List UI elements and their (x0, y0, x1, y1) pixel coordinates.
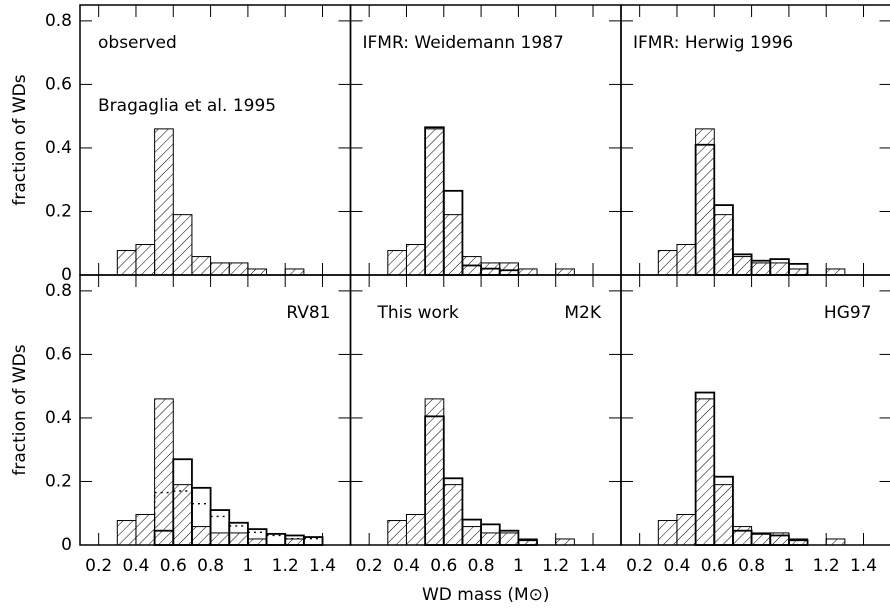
histogram-bar (265, 532, 287, 546)
histogram-bar (713, 484, 734, 546)
histogram-bar (405, 244, 426, 276)
x-tick-label: 1.4 (309, 556, 336, 576)
histogram-bar (153, 491, 174, 546)
histogram-bar (676, 514, 697, 546)
histogram-bar (480, 532, 501, 546)
x-tick-label: 0.4 (393, 556, 420, 576)
y-tick-label: 0.6 (45, 344, 72, 364)
histogram-bar (713, 214, 734, 276)
histogram-bar (172, 484, 193, 546)
x-tick-label: 0.6 (701, 556, 728, 576)
y-tick-label: 0.2 (45, 471, 72, 491)
histogram-bar (405, 514, 426, 546)
x-tick-label: 0.2 (85, 556, 112, 576)
x-tick-label: 0.2 (626, 556, 653, 576)
histogram-bar (154, 128, 174, 276)
histogram-bar (732, 256, 753, 276)
x-tick-label: 1 (242, 556, 253, 576)
histogram-bar (135, 244, 156, 276)
histogram-bar (555, 538, 575, 546)
histogram-bar (657, 520, 678, 546)
y-tick-label: 0.2 (45, 201, 72, 221)
x-tick-label: 0.6 (160, 556, 187, 576)
x-tick-label: 1.4 (850, 556, 877, 576)
histogram-bar (154, 398, 174, 546)
histogram-bar (695, 128, 715, 276)
histogram-bar (695, 398, 715, 546)
histogram-bar (461, 526, 482, 546)
y-tick-label: 0.8 (45, 11, 72, 31)
histogram-bar (247, 531, 268, 546)
y-axis-label: fraction of WDs (10, 74, 30, 205)
histogram-bar (284, 538, 305, 546)
histogram-bar (228, 532, 249, 546)
histogram-bar (302, 536, 324, 546)
histogram-bar (751, 262, 771, 276)
histogram-bar (387, 250, 407, 276)
x-tick-label: 0.8 (468, 556, 495, 576)
histogram-bar (265, 534, 286, 546)
x-tick-label: 1 (783, 556, 794, 576)
panel-label: IFMR: Weidemann 1987 (363, 33, 564, 53)
panel-frame (620, 274, 890, 546)
y-tick-label: 0 (61, 535, 72, 555)
y-tick-label: 0.8 (45, 281, 72, 301)
x-axis-label: WD mass (M⊙) (422, 585, 550, 605)
y-tick-label: 0 (61, 265, 72, 285)
histogram-bar (424, 398, 445, 546)
panel-label: IFMR: Herwig 1996 (633, 33, 793, 53)
histogram-bar (191, 526, 212, 546)
histogram-bar (825, 268, 846, 276)
histogram-bar (135, 514, 156, 546)
histogram-bar (228, 262, 249, 276)
x-tick-label: 1 (513, 556, 524, 576)
panel-label: RV81 (286, 303, 330, 323)
x-tick-label: 1.4 (579, 556, 606, 576)
panel-label: HG97 (824, 303, 872, 323)
histogram-bar (676, 244, 697, 276)
histogram-bar (247, 268, 268, 276)
y-tick-label: 0.6 (45, 74, 72, 94)
histogram-bar (210, 532, 230, 546)
panel-label: Bragaglia et al. 1995 (98, 96, 276, 116)
histogram-bar (825, 538, 846, 546)
x-tick-label: 1.2 (813, 556, 840, 576)
histogram-bar (443, 214, 463, 276)
x-tick-label: 1.2 (272, 556, 299, 576)
x-tick-label: 0.4 (663, 556, 690, 576)
x-tick-label: 1.2 (542, 556, 569, 576)
histogram-bar (210, 262, 230, 276)
panel-label: This work (377, 303, 459, 323)
y-tick-label: 0.4 (45, 408, 72, 428)
x-tick-label: 0.6 (430, 556, 457, 576)
histogram-bar (387, 520, 407, 546)
histogram-bar (116, 520, 137, 546)
histogram-bar (247, 538, 268, 546)
histogram-bar (191, 256, 212, 276)
histogram-bar (499, 532, 519, 546)
histogram-bar (284, 268, 305, 276)
histogram-bar (303, 537, 324, 546)
histogram-bar (499, 262, 519, 276)
histogram-bar (172, 214, 193, 276)
x-tick-label: 0.8 (197, 556, 224, 576)
histogram-bar (788, 268, 809, 276)
histogram-bar (116, 250, 137, 276)
histogram-bar (769, 262, 790, 276)
x-tick-label: 0.8 (738, 556, 765, 576)
x-tick-label: 0.2 (356, 556, 383, 576)
histogram-bar (517, 268, 538, 276)
panel-label: M2K (564, 303, 601, 323)
histogram-bar (443, 484, 463, 546)
x-tick-label: 0.4 (122, 556, 149, 576)
y-tick-label: 0.4 (45, 138, 72, 158)
histogram-bar (555, 268, 575, 276)
y-axis-label: fraction of WDs (10, 344, 30, 475)
histogram-bar (657, 250, 678, 276)
histogram-bar (424, 128, 445, 276)
panel-label: observed (98, 33, 177, 53)
histogram-bar (732, 526, 753, 546)
